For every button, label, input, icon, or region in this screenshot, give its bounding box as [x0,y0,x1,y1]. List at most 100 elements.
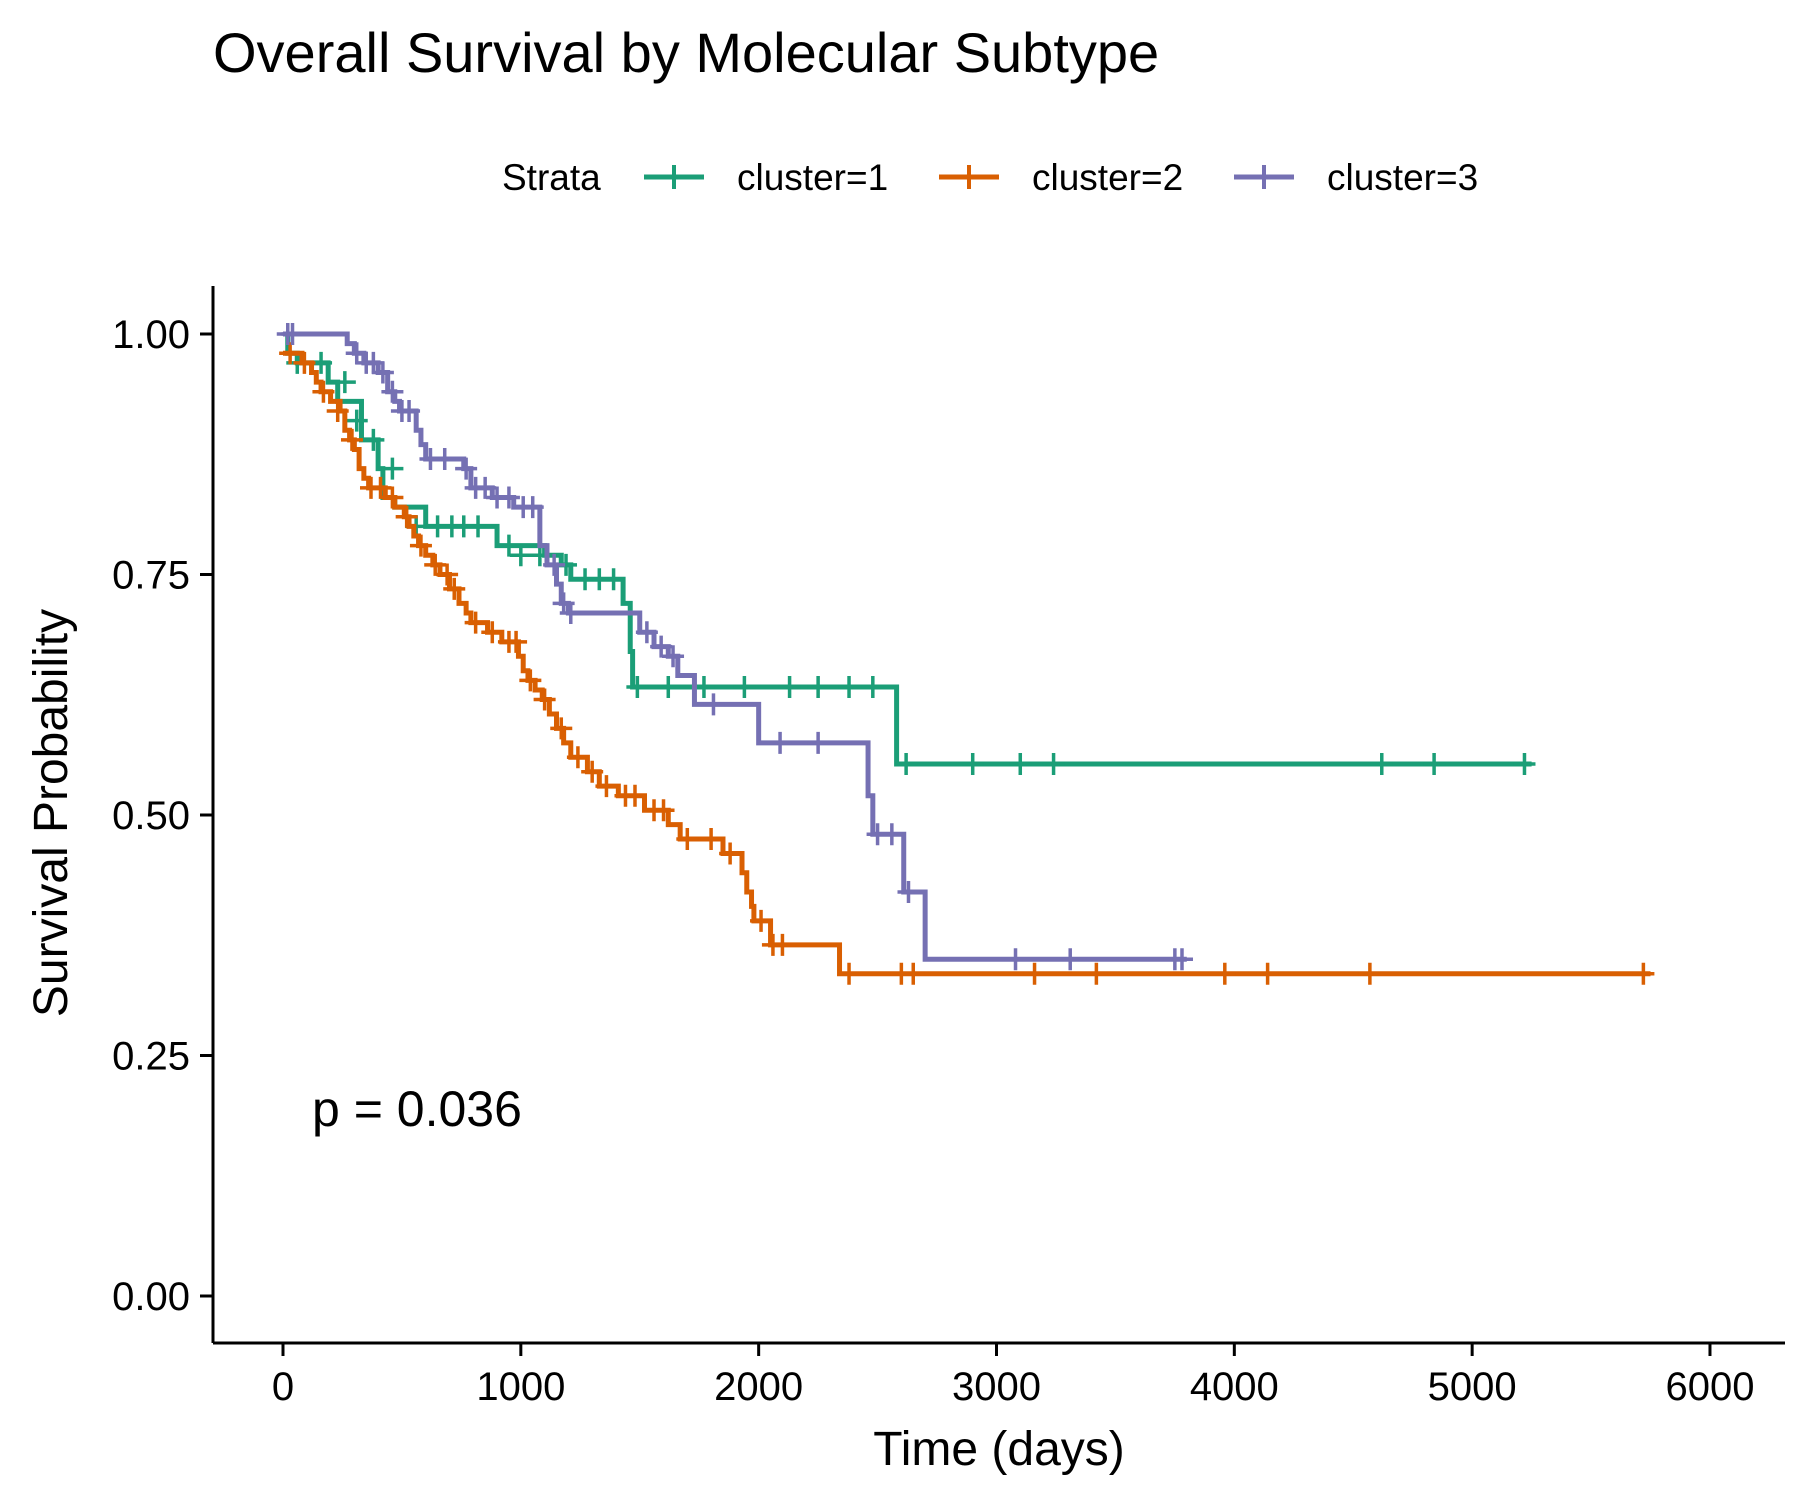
censor-mark [481,621,504,644]
censor-mark [1085,962,1108,985]
y-tick-label: 0.50 [112,794,190,838]
censor-mark [778,676,801,699]
censor-mark [433,448,456,471]
censor-mark [702,693,725,716]
legend-label: cluster=1 [737,157,888,198]
censor-mark [398,399,421,422]
y-tick-label: 0.25 [112,1035,190,1079]
censor-mark [333,371,356,394]
censor-mark [509,544,532,567]
series-cluster-3 [276,323,1193,971]
censor-mark [443,577,466,600]
x-tick-label: 3000 [952,1365,1041,1409]
censor-mark [581,760,604,783]
censor-mark [897,880,920,903]
censor-mark [1358,962,1381,985]
censor-mark [533,688,556,711]
censor-mark [602,568,625,591]
x-tick-label: 6000 [1665,1365,1754,1409]
p-value-annotation: p = 0.036 [312,1081,522,1137]
censor-mark [559,601,582,624]
censor-mark [700,828,723,851]
censor-mark [467,515,490,538]
censor-mark [1059,948,1082,971]
censor-mark [371,361,394,384]
censor-mark [424,553,447,576]
censor-mark [1423,753,1446,776]
censor-mark [362,351,385,374]
censor-mark [293,351,316,374]
censor-mark [436,563,459,586]
series-cluster-1 [283,331,1536,776]
survival-curve [283,331,1532,767]
censor-mark [1632,962,1655,985]
censor-mark [650,635,673,658]
legend: Strata cluster=1 cluster=2 cluster=3 [502,157,1478,198]
censor-mark [1370,753,1393,776]
censor-mark [1513,753,1536,776]
censor-mark [409,534,432,557]
chart-title: Overall Survival by Molecular Subtype [213,21,1159,84]
censor-mark [497,486,520,509]
censor-mark [1042,753,1065,776]
censor-mark [807,676,830,699]
y-tick-label: 0.00 [112,1275,190,1319]
censor-mark [519,669,542,692]
censor-mark [381,486,404,509]
censor-mark [807,731,830,754]
censor-mark [362,428,385,451]
censor-mark [543,553,566,576]
censor-mark [1213,962,1236,985]
censor-mark [505,630,528,653]
x-tick-label: 0 [272,1365,294,1409]
censor-mark [369,476,392,499]
legend-label: cluster=3 [1327,157,1478,198]
censor-mark [340,428,363,451]
censor-mark [1256,962,1279,985]
survival-curve [283,331,1187,962]
y-axis-title: Survival Probability [25,609,78,1017]
x-axis-title: Time (days) [873,1423,1125,1476]
censor-mark [345,409,368,432]
censor-mark [474,476,497,499]
censor-mark [455,457,478,480]
censor-mark [521,496,544,519]
survival-curve [283,350,1651,977]
censor-mark [838,962,861,985]
legend-item-cluster-1: cluster=1 [644,157,888,198]
censor-mark [345,342,368,365]
censor-mark [676,828,699,851]
x-tick-label: 4000 [1190,1365,1279,1409]
x-tick-label: 1000 [476,1365,565,1409]
censor-mark [838,676,861,699]
censor-mark [750,909,773,932]
censor-mark [880,823,903,846]
censor-mark [279,342,302,365]
censor-mark [381,380,404,403]
censor-mark [550,717,573,740]
censor-mark [326,399,349,422]
censor-mark [464,611,487,634]
censor-mark [769,731,792,754]
legend-label: cluster=2 [1032,157,1183,198]
censor-mark [497,534,520,557]
censor-mark [626,676,649,699]
censor-mark [1004,948,1027,971]
censor-mark [1009,753,1032,776]
censor-mark [961,753,984,776]
censor-mark [1023,962,1046,985]
censor-mark [635,621,658,644]
censor-mark [861,676,884,699]
censor-mark [312,380,335,403]
x-tick-label: 2000 [714,1365,803,1409]
censor-mark [395,505,418,528]
censor-mark [657,676,680,699]
x-tick-label: 5000 [1428,1365,1517,1409]
censor-mark [281,323,304,345]
censor-mark [902,962,925,985]
series-cluster-2 [279,342,1655,985]
censor-mark [623,784,646,807]
legend-item-cluster-2: cluster=2 [939,157,1183,198]
legend-title: Strata [502,157,601,198]
censor-mark [719,842,742,865]
